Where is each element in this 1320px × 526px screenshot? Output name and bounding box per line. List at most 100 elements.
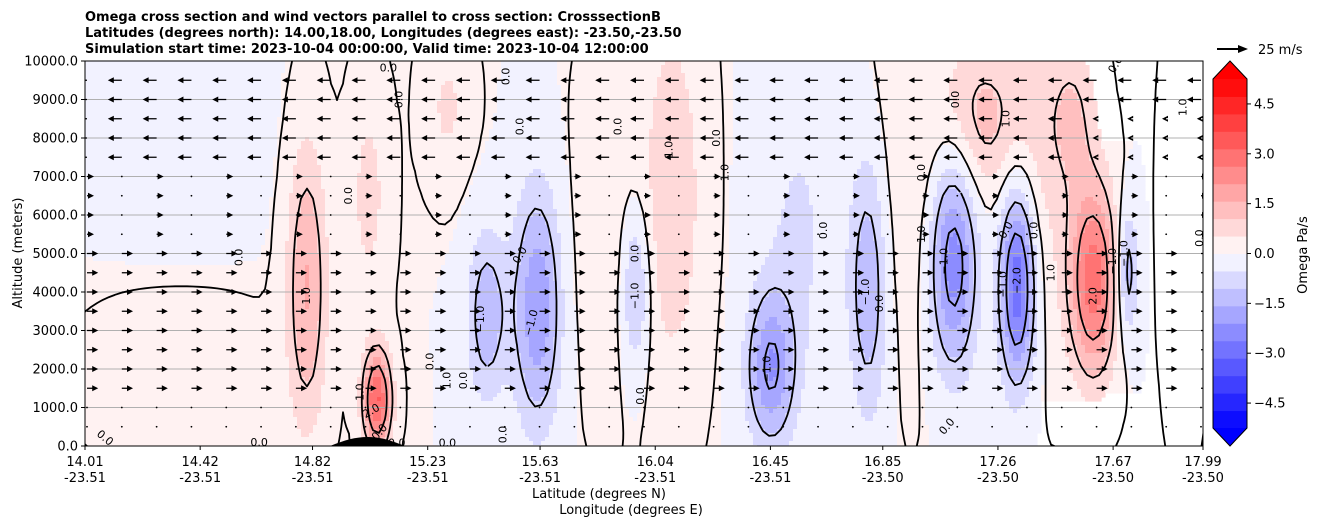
wind-vector	[1131, 346, 1143, 353]
y-tick-label: 10000.0	[24, 55, 78, 70]
wind-vector	[469, 214, 471, 216]
contour-label: −1.0	[859, 279, 872, 306]
wind-vector	[1096, 289, 1108, 295]
wind-vector	[329, 233, 332, 236]
wind-vector	[595, 77, 610, 84]
wind-vector	[316, 77, 331, 84]
wind-vector	[713, 231, 721, 238]
wind-vector	[644, 212, 651, 218]
wind-vector	[400, 327, 412, 334]
wind-vector	[873, 77, 888, 84]
wind-vector	[713, 173, 721, 180]
wind-vector	[329, 194, 332, 197]
wind-vector	[400, 289, 412, 295]
wind-vector	[386, 135, 401, 141]
wind-vector	[699, 154, 714, 161]
colorbar-band	[1213, 410, 1247, 429]
wind-vector	[644, 366, 656, 372]
wind-vector	[490, 115, 505, 122]
wind-vector	[504, 231, 512, 238]
wind-vector	[664, 154, 679, 161]
x-tick-label-lon: -23.50	[1092, 471, 1134, 486]
wind-vector	[574, 346, 586, 353]
colorbar-tick-label: −3.0	[1254, 347, 1286, 362]
wind-vector	[1131, 327, 1143, 334]
wind-vector	[713, 346, 725, 353]
wind-vector	[399, 406, 402, 409]
wind-vector	[294, 425, 297, 428]
wind-vector	[609, 346, 621, 353]
wind-vector	[1201, 173, 1203, 180]
wind-vector	[1092, 115, 1099, 122]
wind-vector	[1012, 115, 1027, 122]
wind-vector	[539, 385, 551, 392]
colorbar-tick-label: −1.5	[1254, 297, 1286, 312]
wind-vector	[539, 269, 551, 276]
contour-label: 1.0	[353, 383, 366, 401]
wind-vector	[435, 346, 447, 353]
wind-vector	[1026, 406, 1028, 409]
contour-label: −1.0	[1106, 248, 1119, 275]
wind-vector	[329, 425, 332, 428]
wind-vector	[1060, 425, 1063, 428]
wind-vector	[330, 385, 342, 392]
wind-vector	[887, 289, 899, 295]
wind-vector	[1187, 96, 1201, 103]
wind-vector	[887, 385, 899, 392]
wind-vector	[887, 366, 899, 372]
wind-vector	[957, 289, 969, 295]
wind-vector	[887, 250, 899, 257]
wind-vector	[86, 425, 88, 428]
wind-vector	[261, 327, 273, 334]
wind-vector	[87, 366, 99, 372]
wind-vector	[120, 233, 123, 236]
wind-vector	[351, 115, 366, 122]
wind-vector	[1166, 327, 1178, 334]
colorbar-tick-label: 1.5	[1254, 197, 1275, 212]
wind-vector	[677, 425, 680, 428]
contour-label: 0.0	[497, 426, 510, 444]
wind-vector	[1012, 77, 1027, 84]
wind-vector	[1131, 308, 1143, 315]
wind-vector	[191, 289, 203, 295]
wind-vector	[1061, 385, 1073, 392]
wind-vector	[469, 366, 482, 372]
wind-vector	[329, 214, 332, 216]
wind-vector	[943, 96, 958, 103]
x-tick-label-lat: 14.42	[182, 455, 219, 470]
wind-vector	[818, 346, 830, 353]
wind-vector	[435, 173, 443, 180]
wind-vector	[838, 115, 853, 122]
wind-vector	[87, 212, 94, 218]
wind-vector	[1166, 289, 1178, 295]
wind-vector	[295, 308, 308, 315]
wind-vector	[295, 289, 308, 295]
wind-vector	[330, 308, 342, 315]
wind-vector	[574, 366, 586, 372]
wind-vector	[630, 135, 644, 141]
wind-vector	[261, 366, 273, 372]
wind-vector	[956, 194, 959, 197]
x-tick-label-lat: 14.01	[66, 455, 103, 470]
wind-vector	[922, 346, 934, 353]
wind-vector	[538, 406, 541, 409]
wind-vector	[677, 175, 680, 178]
contour-label: 0.0	[439, 437, 457, 450]
wind-vector	[678, 308, 691, 315]
wind-vector	[247, 115, 262, 122]
wind-vector	[699, 135, 714, 141]
wind-vector	[1012, 96, 1027, 103]
wind-vector	[574, 250, 586, 257]
wind-vector	[469, 327, 482, 334]
wind-vector	[873, 154, 888, 161]
wind-vector	[261, 308, 273, 315]
wind-vector	[1131, 385, 1143, 392]
wind-vector	[1061, 366, 1073, 372]
wind-vector	[226, 289, 238, 295]
wind-vector	[957, 385, 969, 392]
wind-vector	[560, 154, 575, 161]
wind-vector	[120, 175, 123, 178]
wind-vector	[226, 385, 238, 392]
wind-vector	[1161, 135, 1168, 141]
wind-vector	[469, 289, 482, 295]
